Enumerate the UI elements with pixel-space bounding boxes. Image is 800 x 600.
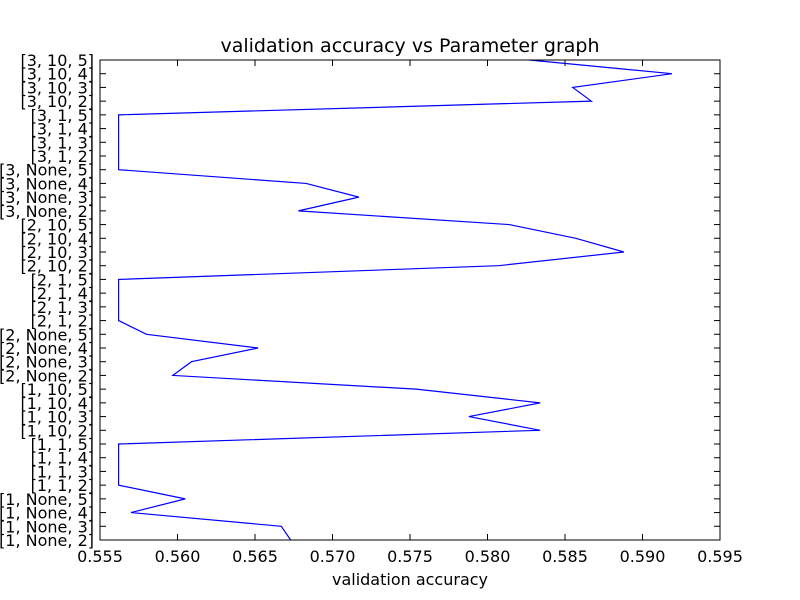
y-tick-label: [1, 10, 2]: [20, 421, 94, 440]
x-tick-label: 0.595: [697, 547, 743, 566]
y-tick-label: [3, 1, 5]: [31, 106, 94, 125]
y-axis: [1, None, 2][1, None, 3][1, None, 4][1, …: [0, 51, 720, 550]
x-tick-label: 0.555: [77, 547, 123, 566]
y-tick-label: [1, 10, 3]: [20, 408, 94, 427]
y-tick-label: [1, None, 3]: [0, 517, 94, 536]
y-tick-label: [3, 1, 3]: [31, 133, 94, 152]
x-tick-label: 0.565: [232, 547, 278, 566]
y-tick-label: [2, 1, 3]: [31, 298, 94, 317]
x-tick-label: 0.570: [310, 547, 356, 566]
x-axis-label: validation accuracy: [332, 570, 488, 589]
y-tick-label: [1, 10, 5]: [20, 380, 94, 399]
y-tick-label: [1, None, 4]: [0, 504, 94, 523]
y-tick-label: [2, 10, 2]: [20, 257, 94, 276]
y-tick-label: [1, None, 2]: [0, 531, 94, 550]
y-tick-label: [3, None, 3]: [0, 188, 94, 207]
y-tick-label: [1, 1, 5]: [31, 435, 94, 454]
chart-title: validation accuracy vs Parameter graph: [220, 35, 599, 57]
y-tick-label: [3, 10, 2]: [20, 92, 94, 111]
x-tick-label: 0.590: [620, 547, 666, 566]
plot-layer: [117, 59, 673, 541]
y-tick-label: [3, 1, 4]: [31, 120, 94, 139]
y-tick-label: [2, None, 2]: [0, 366, 94, 385]
x-tick-label: 0.585: [542, 547, 588, 566]
y-tick-label: [3, 10, 3]: [20, 78, 94, 97]
series-line: [117, 59, 673, 541]
y-tick-label: [2, None, 3]: [0, 353, 94, 372]
y-tick-label: [2, 10, 4]: [20, 229, 94, 248]
y-tick-label: [3, None, 2]: [0, 202, 94, 221]
y-tick-label: [1, 1, 2]: [31, 476, 94, 495]
y-tick-label: [2, 10, 3]: [20, 243, 94, 262]
y-tick-label: [2, None, 4]: [0, 339, 94, 358]
y-tick-label: [1, None, 5]: [0, 490, 94, 509]
y-tick-label: [2, None, 5]: [0, 325, 94, 344]
y-tick-label: [3, 10, 4]: [20, 65, 94, 84]
y-tick-label: [1, 1, 3]: [31, 462, 94, 481]
y-tick-label: [3, None, 5]: [0, 161, 94, 180]
x-tick-label: 0.575: [387, 547, 433, 566]
x-axis: 0.555 0.560 0.565 0.570 0.575 0.580 0.585 0.590…: [77, 60, 743, 566]
y-tick-label: [2, 1, 5]: [31, 270, 94, 289]
x-tick-label: 0.560: [155, 547, 201, 566]
y-tick-label: [3, None, 4]: [0, 174, 94, 193]
y-tick-label: [1, 1, 4]: [31, 449, 94, 468]
y-tick-label: [3, 1, 2]: [31, 147, 94, 166]
x-tick-label: 0.580: [465, 547, 511, 566]
y-tick-label: [1, 10, 4]: [20, 394, 94, 413]
y-tick-label: [2, 1, 2]: [31, 312, 94, 331]
y-tick-label: [2, 1, 4]: [31, 284, 94, 303]
y-tick-label: [3, 10, 5]: [20, 51, 94, 70]
y-tick-label: [2, 10, 5]: [20, 216, 94, 235]
